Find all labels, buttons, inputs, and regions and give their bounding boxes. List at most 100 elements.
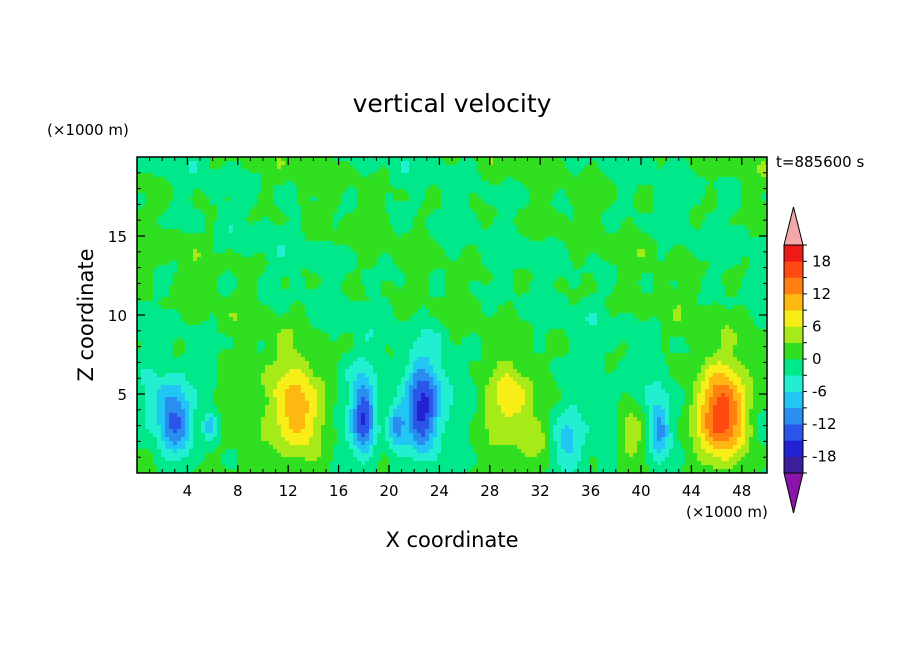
field-cell	[413, 217, 418, 222]
field-cell	[525, 165, 530, 170]
field-cell	[709, 209, 714, 214]
field-cell	[709, 269, 714, 274]
field-cell	[313, 177, 318, 182]
field-cell	[265, 185, 270, 190]
field-cell	[377, 173, 382, 178]
field-cell	[481, 209, 486, 214]
field-cell	[345, 237, 350, 242]
field-cell	[317, 225, 322, 230]
field-cell	[509, 165, 514, 170]
field-cell	[561, 217, 566, 222]
field-cell	[357, 177, 362, 182]
field-cell	[629, 257, 634, 262]
field-cell	[537, 209, 542, 214]
field-cell	[229, 209, 234, 214]
field-cell	[273, 189, 278, 194]
field-cell	[361, 253, 366, 258]
field-cell	[149, 257, 154, 262]
field-cell	[721, 181, 726, 186]
field-cell	[489, 197, 494, 202]
field-cell	[549, 269, 554, 274]
field-cell	[373, 253, 378, 258]
field-cell	[273, 253, 278, 258]
field-cell	[297, 157, 302, 162]
field-cell	[517, 221, 522, 226]
field-cell	[693, 201, 698, 206]
field-cell	[201, 189, 206, 194]
field-cell	[693, 245, 698, 250]
field-cell	[301, 269, 306, 274]
field-cell	[745, 181, 750, 186]
field-cell	[253, 157, 258, 162]
field-cell	[181, 157, 186, 162]
field-cell	[673, 241, 678, 246]
field-cell	[533, 253, 538, 258]
field-cell	[385, 277, 390, 282]
field-cell	[429, 277, 434, 282]
field-cell	[357, 169, 362, 174]
field-cell	[237, 185, 242, 190]
field-cell	[689, 261, 694, 266]
field-cell	[617, 213, 622, 218]
field-cell	[425, 205, 430, 210]
field-cell	[505, 261, 510, 266]
field-cell	[317, 185, 322, 190]
field-cell	[585, 193, 590, 198]
field-cell	[345, 217, 350, 222]
field-cell	[405, 273, 410, 278]
field-cell	[689, 213, 694, 218]
field-cell	[509, 209, 514, 214]
field-cell	[449, 261, 454, 266]
field-cell	[245, 181, 250, 186]
field-cell	[653, 189, 658, 194]
field-cell	[725, 205, 730, 210]
field-cell	[253, 269, 258, 274]
field-cell	[653, 249, 658, 254]
field-cell	[229, 161, 234, 166]
field-cell	[417, 237, 422, 242]
field-cell	[209, 169, 214, 174]
field-cell	[153, 193, 158, 198]
field-cell	[585, 185, 590, 190]
field-cell	[701, 165, 706, 170]
field-cell	[137, 177, 142, 182]
field-cell	[665, 197, 670, 202]
field-cell	[229, 213, 234, 218]
field-cell	[713, 177, 718, 182]
field-cell	[397, 157, 402, 162]
field-cell	[329, 233, 334, 238]
field-cell	[605, 193, 610, 198]
field-cell	[721, 157, 726, 162]
field-cell	[717, 221, 722, 226]
field-cell	[717, 217, 722, 222]
field-cell	[361, 173, 366, 178]
field-cell	[693, 273, 698, 278]
field-cell	[305, 277, 310, 282]
field-cell	[617, 169, 622, 174]
field-cell	[577, 269, 582, 274]
field-cell	[201, 185, 206, 190]
field-cell	[437, 229, 442, 234]
field-cell	[485, 201, 490, 206]
field-cell	[281, 273, 286, 278]
field-cell	[265, 157, 270, 162]
field-cell	[629, 201, 634, 206]
field-cell	[485, 205, 490, 210]
field-cell	[525, 193, 530, 198]
field-cell	[281, 233, 286, 238]
field-cell	[717, 257, 722, 262]
field-cell	[337, 229, 342, 234]
field-cell	[485, 225, 490, 230]
field-cell	[245, 249, 250, 254]
field-cell	[649, 269, 654, 274]
field-cell	[357, 273, 362, 278]
field-cell	[685, 177, 690, 182]
field-cell	[173, 221, 178, 226]
field-cell	[513, 217, 518, 222]
field-cell	[429, 177, 434, 182]
field-cell	[345, 221, 350, 226]
field-cell	[485, 169, 490, 174]
field-cell	[321, 225, 326, 230]
field-cell	[749, 161, 754, 166]
field-cell	[225, 273, 230, 278]
